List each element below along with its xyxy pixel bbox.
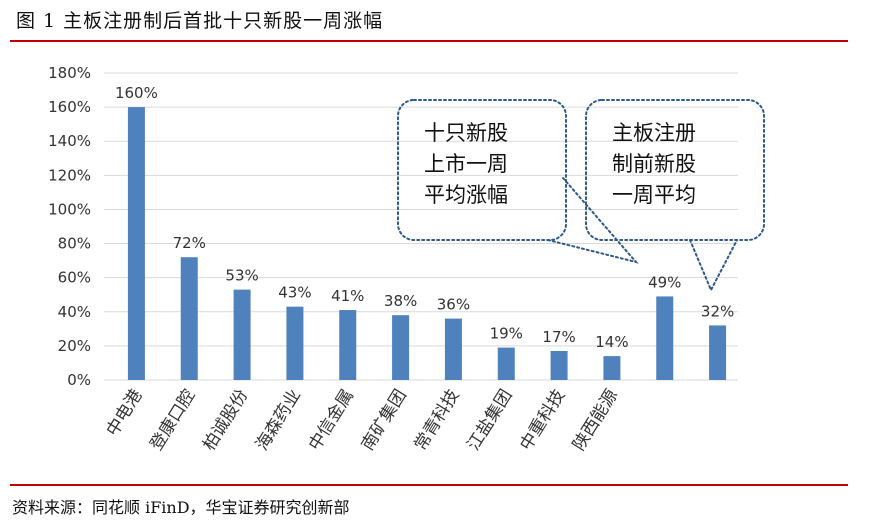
callout-right-line-2: 制前新股 <box>612 152 696 176</box>
bars <box>127 107 727 380</box>
callout-right: 主板注册 制前新股 一周平均 <box>612 118 696 211</box>
callout-left-box <box>397 99 567 241</box>
callouts-shapes <box>397 99 765 293</box>
x-tick-label: 陕西能源 <box>569 386 622 454</box>
bar <box>603 356 621 380</box>
callout-left-line-2: 上市一周 <box>424 152 508 176</box>
gridlines <box>104 72 738 381</box>
y-tick-label: 20% <box>58 337 91 355</box>
callout-left-line-1: 十只新股 <box>424 121 508 145</box>
callout-right-line-1: 主板注册 <box>612 121 696 145</box>
x-tick-label: 江盐集团 <box>463 386 516 454</box>
x-tick-label: 海森药业 <box>252 386 305 454</box>
value-label: 32% <box>701 302 734 320</box>
x-tick-label: 常青科技 <box>411 386 464 454</box>
value-label: 160% <box>115 84 158 102</box>
value-label: 36% <box>437 296 470 314</box>
callout-left: 十只新股 上市一周 平均涨幅 <box>424 118 508 211</box>
callout-right-line-3: 一周平均 <box>612 183 696 207</box>
bar <box>180 257 198 380</box>
title-rule <box>10 40 848 42</box>
callout-left-line-3: 平均涨幅 <box>424 183 508 207</box>
x-tick-label: 中信金属 <box>305 386 358 454</box>
value-label: 41% <box>331 287 364 305</box>
y-tick-label: 80% <box>58 235 91 253</box>
value-labels: 160% 72% 53% 43% 41% 38% 36% 19% 17% 14% 49% 32% <box>115 84 734 351</box>
y-tick-label: 60% <box>58 269 91 287</box>
bar <box>339 310 357 380</box>
source-rule <box>10 484 848 486</box>
y-tick-label: 40% <box>58 303 91 321</box>
bar <box>392 315 410 380</box>
y-axis-tick-labels: 0% 20% 40% 60% 80% 100% 120% 140% 160% 180% <box>48 64 91 389</box>
bar <box>286 306 304 380</box>
callout-left-pointer <box>547 177 639 264</box>
y-tick-label: 0% <box>67 371 91 389</box>
value-label: 43% <box>278 284 311 302</box>
bar <box>127 107 145 380</box>
callout-right-box <box>585 99 765 241</box>
bar <box>550 351 568 380</box>
x-axis-tick-labels: 中电港 登康口腔 柏诚股份 海森药业 中信金属 南矿集团 常青科技 江盐集团 中重科技 陕西能源 <box>103 386 622 454</box>
y-tick-label: 120% <box>48 166 91 184</box>
value-label: 53% <box>225 267 258 285</box>
y-tick-label: 100% <box>48 200 91 218</box>
bar <box>497 347 515 380</box>
source-note: 资料来源：同花顺 iFinD，华宝证券研究创新部 <box>12 498 350 517</box>
y-tick-label: 180% <box>48 64 91 82</box>
bar <box>656 296 674 380</box>
value-label: 17% <box>542 328 575 346</box>
y-tick-label: 140% <box>48 132 91 150</box>
value-label: 72% <box>173 234 206 252</box>
x-tick-label: 中电港 <box>103 386 147 440</box>
bar <box>444 318 462 380</box>
bar <box>709 325 727 380</box>
figure-title: 图 1 主板注册制后首批十只新股一周涨幅 <box>16 10 384 32</box>
value-label: 19% <box>490 325 523 343</box>
callout-right-pointer <box>689 239 738 293</box>
value-label: 49% <box>648 273 681 291</box>
x-tick-label: 柏诚股份 <box>199 386 252 454</box>
x-tick-label: 中重科技 <box>516 386 569 454</box>
x-tick-label: 南矿集团 <box>358 386 411 454</box>
bar <box>233 289 251 380</box>
x-tick-label: 登康口腔 <box>146 386 199 454</box>
bar-chart: 0% 20% 40% 60% 80% 100% 120% 140% 160% 180% 160% 7… <box>48 64 765 454</box>
y-tick-label: 160% <box>48 98 91 116</box>
value-label: 14% <box>595 333 628 351</box>
value-label: 38% <box>384 292 417 310</box>
